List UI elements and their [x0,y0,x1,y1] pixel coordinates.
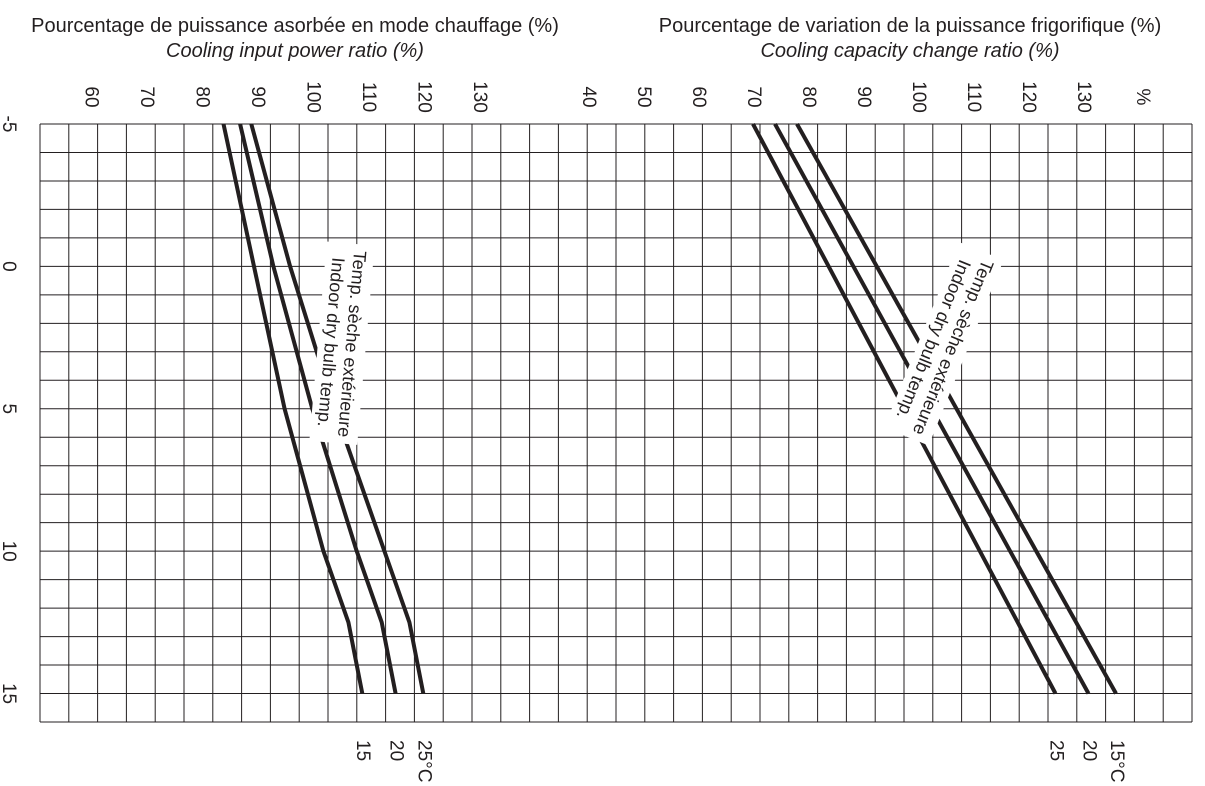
right-annotation-background [884,242,1004,446]
right-ratio-tick-label: 40 [578,86,599,107]
right-ratio-tick-label: 60 [688,86,709,107]
left-ratio-tick-label: 110 [358,82,379,112]
left-series-end-label: 20 [386,740,407,761]
left-ratio-tick-label: 90 [247,86,268,107]
left-chart-subtitle: Cooling input power ratio (%) [166,40,424,62]
left-ratio-tick-label: 100 [302,81,323,113]
left-series-line [221,123,365,694]
left-ratio-tick-label: 80 [191,86,212,107]
right-chart-title: Pourcentage de variation de la puissance… [659,15,1162,37]
left-ratio-tick-label: 130 [469,81,490,113]
right-chart-subtitle: Cooling capacity change ratio (%) [760,40,1059,62]
left-ratio-tick-label: 70 [136,86,157,107]
right-ratio-tick-label: 100 [908,81,929,113]
right-ratio-tick-label: 130 [1073,81,1094,113]
temperature-tick-label: 0 [0,261,19,272]
left-ratio-tick-label: 120 [413,81,434,113]
right-ratio-tick-label: 120 [1018,81,1039,113]
left-series-end-label: 15 [352,740,373,761]
right-series-end-label: 20 [1078,740,1099,761]
left-series-line [238,123,398,694]
right-ratio-tick-label: 90 [853,86,874,107]
left-chart-title: Pourcentage de puissance asorbée en mode… [31,15,559,37]
left-annotation-background [309,241,375,445]
left-ratio-tick-label: 60 [80,86,101,107]
temperature-tick-label: 15 [0,683,19,704]
right-series-end-label: 15°C [1106,740,1127,782]
right-ratio-tick-label: 50 [633,86,654,107]
temperature-tick-label: 5 [0,403,19,414]
temperature-tick-label: -5 [0,116,19,133]
right-unit-label: % [1132,89,1153,106]
right-series-end-label: 25 [1045,740,1066,761]
temperature-tick-label: 10 [0,541,19,562]
right-series-line [795,123,1118,695]
left-series-line [249,123,426,694]
right-ratio-tick-label: 70 [743,86,764,107]
left-series-end-label: 25°C [413,740,434,782]
right-ratio-tick-label: 80 [798,86,819,107]
right-ratio-tick-label: 110 [963,82,984,112]
